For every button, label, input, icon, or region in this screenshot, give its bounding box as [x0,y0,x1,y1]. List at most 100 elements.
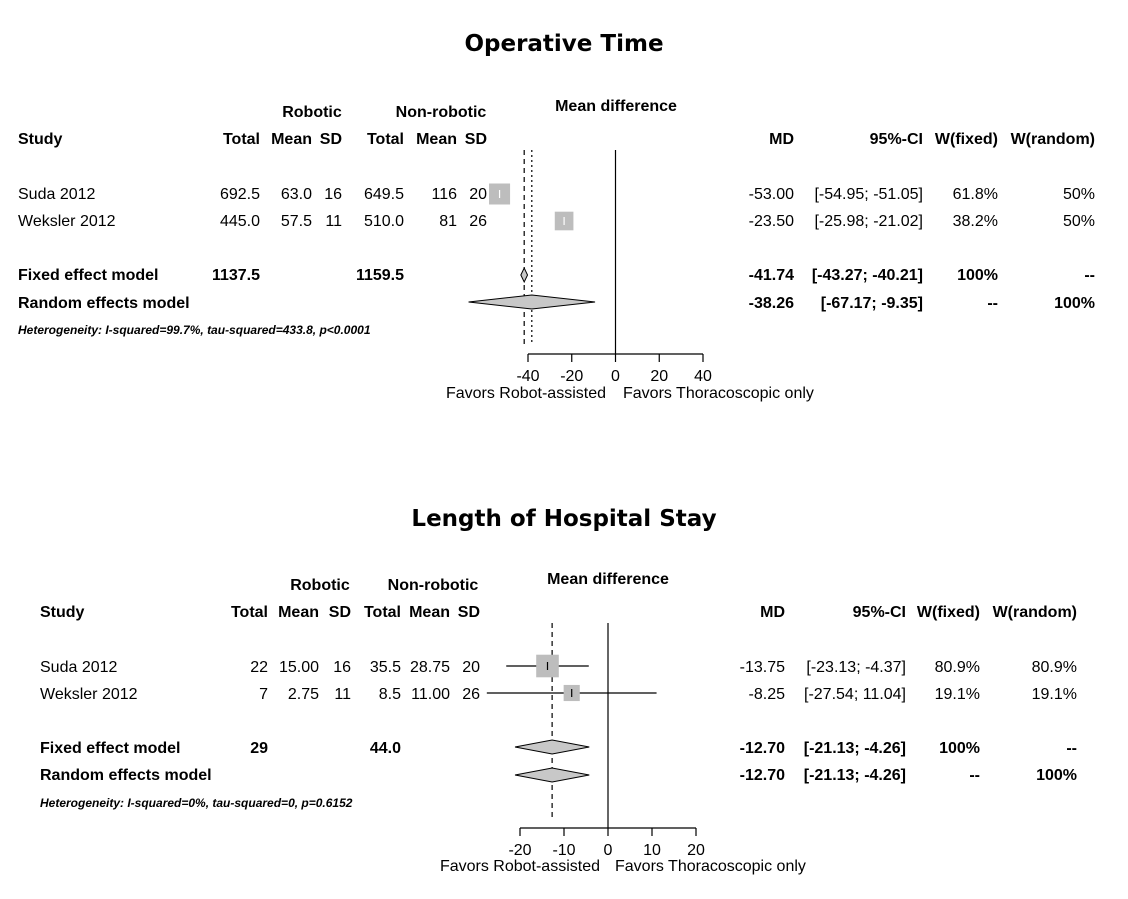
col-header-md: MD [769,131,794,148]
col-header-sd-c: SD [464,131,487,148]
x-tick-label: 10 [643,842,661,859]
random-label: Random effects model [18,295,190,312]
sd-e: 16 [333,659,351,676]
total-c: 649.5 [363,186,404,203]
total-c: 510.0 [363,213,404,230]
group-header-robotic: Robotic [282,104,342,121]
fixed-ci: [-43.27; -40.21] [811,267,923,284]
sd-c: 20 [469,186,487,203]
col-header-ci: 95%-CI [852,604,906,621]
random-ci: [-21.13; -4.26] [803,767,906,784]
x-tick-label: 40 [694,368,712,385]
col-header-w-fixed: W(fixed) [916,604,980,621]
random-md: -38.26 [748,295,794,312]
ci-value: [-25.98; -21.02] [814,213,923,230]
random-w-fixed: -- [969,767,980,784]
sd-e: 11 [334,686,351,703]
mean-c: 28.75 [409,659,450,676]
fixed-w-random: -- [1084,267,1095,284]
col-header-md: MD [760,604,785,621]
w-fixed: 38.2% [952,213,998,230]
fixed-total-c: 44.0 [369,740,401,757]
random-effects-diamond [514,767,590,783]
fixed-total-c: 1159.5 [355,267,404,284]
col-header-mean-c: Mean [409,604,450,621]
w-fixed: 61.8% [952,186,998,203]
col-header-total-e: Total [222,131,260,148]
random-w-fixed: -- [987,295,998,312]
col-header-sd-e: SD [319,131,342,148]
random-ci: [-67.17; -9.35] [820,295,923,312]
random-w-random: 100% [1054,295,1095,312]
col-header-w-random: W(random) [992,604,1077,621]
plot-header: Mean difference [555,98,677,115]
chart-title: Operative Time [464,31,664,57]
total-e: 22 [250,659,268,676]
random-md: -12.70 [739,767,785,784]
group-header-robotic: Robotic [290,577,350,594]
total-e: 692.5 [219,186,260,203]
total-c: 35.5 [369,659,401,676]
sd-e: 11 [325,213,342,230]
sd-c: 20 [462,659,480,676]
fixed-label: Fixed effect model [40,740,181,757]
fixed-md: -12.70 [739,740,785,757]
mean-c: 11.00 [411,686,450,703]
w-random: 50% [1062,213,1095,230]
fixed-effect-diamond [514,739,590,755]
random-effects-diamond [468,294,596,310]
ci-value: [-27.54; 11.04] [804,686,906,703]
mean-e: 2.75 [287,686,319,703]
w-fixed: 80.9% [934,659,980,676]
x-tick-label: 0 [604,842,613,859]
x-tick-label: -20 [560,368,583,385]
study-name: Weksler 2012 [40,686,138,703]
study-name: Suda 2012 [40,659,118,676]
study-name: Suda 2012 [18,186,96,203]
x-tick-label: -40 [516,368,539,385]
col-header-ci: 95%-CI [869,131,923,148]
fixed-w-random: -- [1066,740,1077,757]
md-value: -53.00 [748,186,794,203]
col-header-sd-c: SD [457,604,480,621]
total-e: 7 [259,686,268,703]
sd-c: 26 [462,686,480,703]
x-tick-label: 20 [650,368,668,385]
fixed-ci: [-21.13; -4.26] [803,740,906,757]
col-header-total-c: Total [366,131,404,148]
col-header-study: Study [40,604,85,621]
forest-panel-operative-time: Operative Time Robotic Non-robotic Mean … [18,31,1095,402]
col-header-mean-e: Mean [278,604,319,621]
ci-value: [-23.13; -4.37] [806,659,906,676]
fixed-md: -41.74 [748,267,794,284]
forest-plot-area: -20 -10 0 10 20 [486,623,705,859]
fixed-total-e: 1137.5 [211,267,260,284]
total-e: 445.0 [219,213,260,230]
group-header-non-robotic: Non-robotic [395,104,487,121]
fixed-label: Fixed effect model [18,267,159,284]
w-random: 50% [1062,186,1095,203]
group-header-non-robotic: Non-robotic [387,577,479,594]
heterogeneity-text: Heterogeneity: I-squared=0%, tau-squared… [40,796,353,810]
fixed-w-fixed: 100% [939,740,980,757]
x-label-right: Favors Thoracoscopic only [623,385,814,402]
mean-c: 81 [439,213,457,230]
x-tick-label: -20 [508,842,531,859]
forest-plot-area: -40 -20 0 20 40 [468,150,712,385]
mean-e: 63.0 [280,186,312,203]
col-header-mean-c: Mean [416,131,457,148]
md-value: -8.25 [748,686,785,703]
x-tick-label: -10 [552,842,575,859]
w-fixed: 19.1% [934,686,980,703]
col-header-w-random: W(random) [1010,131,1095,148]
fixed-effect-diamond [520,266,529,284]
total-c: 8.5 [378,686,401,703]
forest-panel-hospital-stay: Length of Hospital Stay Robotic Non-robo… [0,450,1128,899]
col-header-total-c: Total [363,604,401,621]
sd-c: 26 [469,213,487,230]
x-tick-label: 0 [611,368,620,385]
col-header-total-e: Total [230,604,268,621]
random-label: Random effects model [40,767,212,784]
x-label-left: Favors Robot-assisted [445,385,606,402]
w-random: 19.1% [1031,686,1077,703]
